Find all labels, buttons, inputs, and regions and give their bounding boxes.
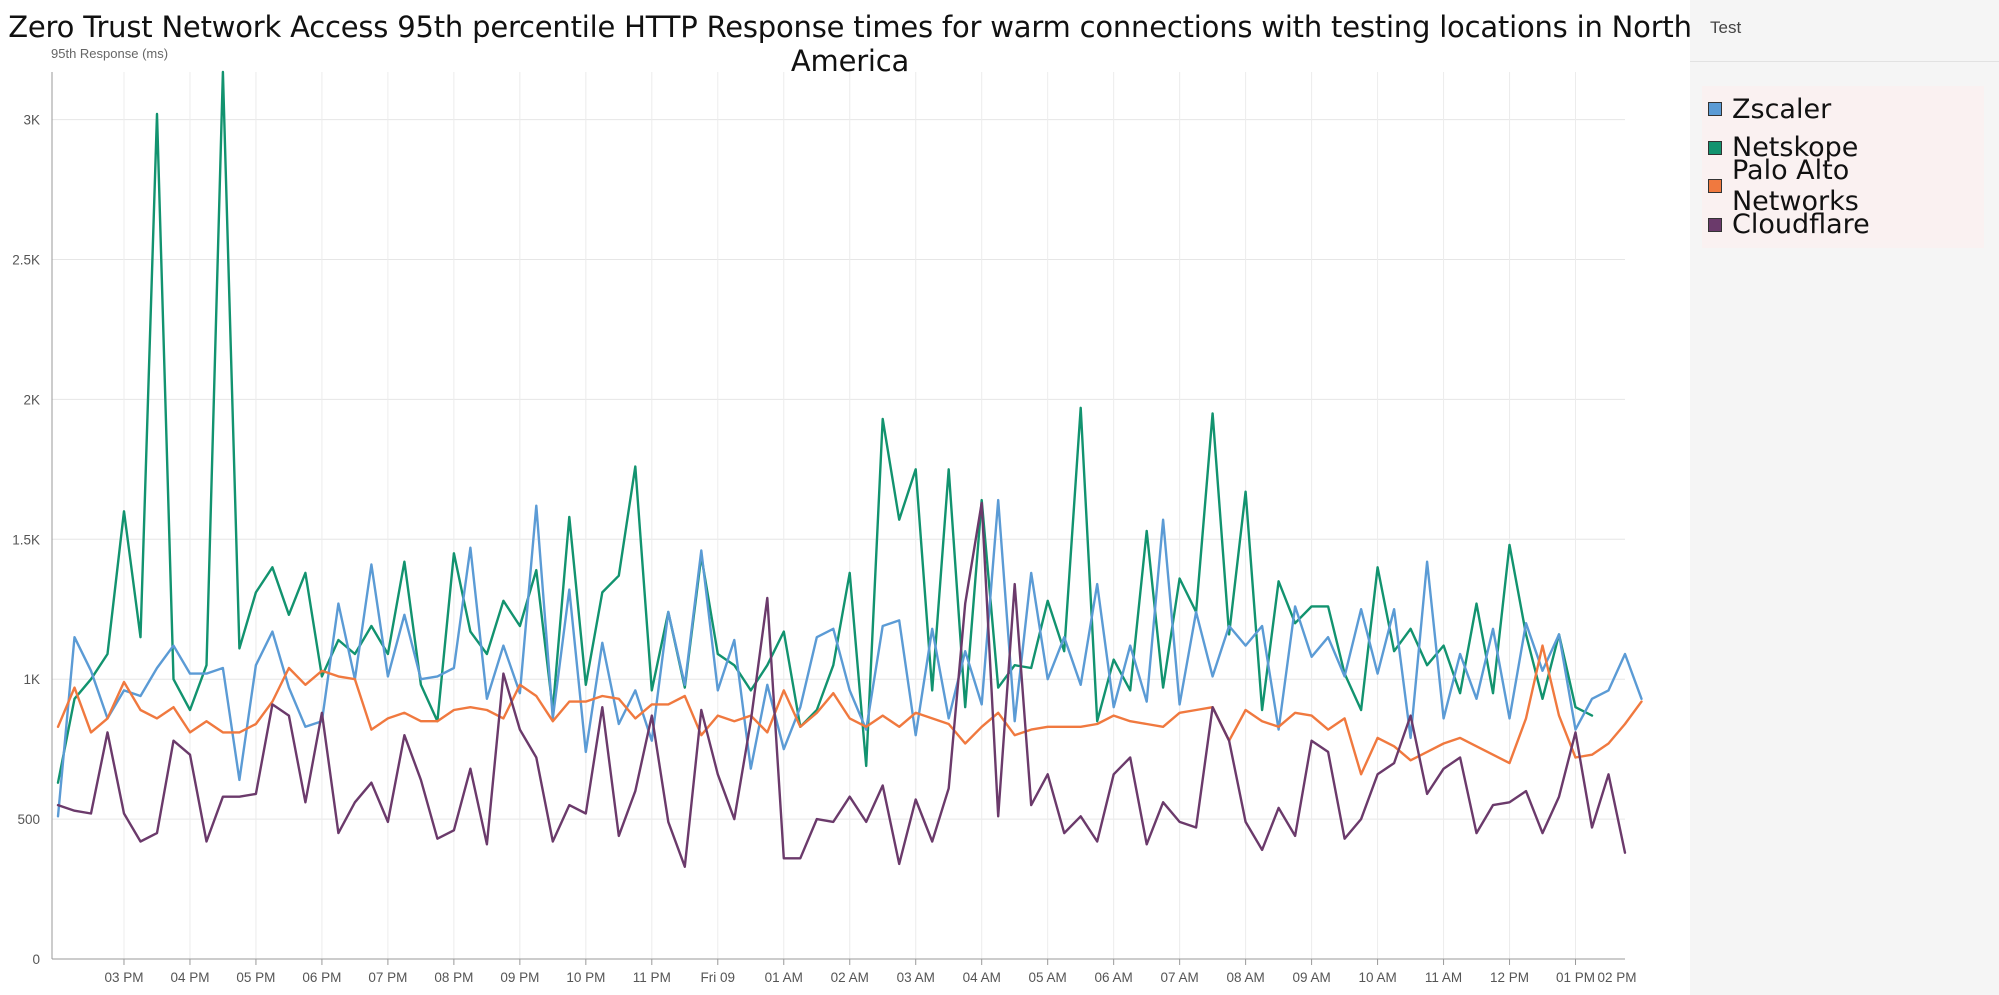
legend-label-palo-alto: Palo Alto Networks	[1731, 155, 1859, 218]
series-lines	[56, 70, 1643, 868]
x-tick-label: 09 PM	[500, 970, 539, 985]
legend-item-netskope[interactable]: Netskope	[1702, 129, 1984, 168]
legend-item-cloudflare[interactable]: Cloudflare	[1702, 206, 1984, 245]
x-tick-label: 06 AM	[1095, 970, 1133, 985]
x-tick-label: 07 PM	[368, 970, 407, 985]
y-tick-label: 1.5K	[12, 532, 40, 547]
x-tick-label: 01 AM	[765, 970, 803, 985]
x-tick-label: 12 PM	[1490, 970, 1529, 985]
y-axis-label: 95th Response (ms)	[51, 46, 169, 61]
legend-item-zscaler[interactable]: Zscaler	[1702, 90, 1984, 129]
y-tick-label: 500	[17, 812, 40, 827]
x-tick-label: 11 AM	[1425, 970, 1462, 985]
legend-swatch-palo-alto	[1708, 179, 1722, 194]
y-tick-label: 3K	[23, 113, 40, 128]
chart-area: Zero Trust Network Access 95th percentil…	[8, 10, 1692, 985]
legend-label-zscaler: Zscaler	[1732, 93, 1832, 125]
x-tick-label: 10 PM	[566, 970, 605, 985]
axes: 0 500 1K 1.5K 2K 2.5K 3K 03 PM 04 PM 05 PM 06 PM 07…	[12, 72, 1637, 985]
x-tick-label: 02 PM	[1597, 970, 1636, 985]
x-tick-label: 10 AM	[1358, 970, 1396, 985]
y-tick-label: 2.5K	[12, 252, 40, 267]
x-tick-label: 03 PM	[104, 970, 143, 985]
x-tick-label: 08 PM	[434, 970, 473, 985]
series-line-netskope	[56, 70, 1594, 784]
line-chart: 0 500 1K 1.5K 2K 2.5K 3K 03 PM 04 PM 05 PM 06 PM 07…	[12, 70, 1643, 985]
side-panel: Test Zscaler Netskope Palo Alto Networks…	[1690, 0, 1999, 995]
x-tick-label: 05 PM	[236, 970, 275, 985]
chart-title: Zero Trust Network Access 95th percentil…	[8, 10, 1692, 78]
y-tick-label: 0	[32, 952, 40, 967]
y-tick-label: 1K	[23, 672, 40, 687]
x-tick-label: 08 AM	[1226, 970, 1264, 985]
y-tick-label: 2K	[23, 392, 40, 407]
legend-swatch-netskope	[1708, 140, 1722, 155]
x-tick-label: 07 AM	[1161, 970, 1199, 985]
x-tick-label: 02 AM	[831, 970, 869, 985]
x-tick-label: 03 AM	[897, 970, 935, 985]
series-line-cloudflare	[56, 501, 1627, 868]
x-tick-label: 04 PM	[170, 970, 209, 985]
series-line-palo-alto-networks	[56, 644, 1643, 776]
legend-label-netskope: Netskope	[1732, 132, 1859, 164]
legend: Zscaler Netskope Palo Alto Networks Clou…	[1702, 86, 1984, 248]
x-tick-label: 05 AM	[1029, 970, 1067, 985]
panel-title: Test	[1690, 0, 1999, 62]
legend-item-palo-alto[interactable]: Palo Alto Networks	[1702, 155, 1984, 217]
x-tick-label: 11 PM	[633, 970, 671, 985]
x-tick-label: Fri 09	[701, 970, 736, 985]
x-tick-label: 04 AM	[963, 970, 1001, 985]
grid-lines	[52, 72, 1625, 960]
x-tick-label: 01 PM	[1556, 970, 1595, 985]
x-tick-label: 09 AM	[1292, 970, 1330, 985]
legend-label-cloudflare: Cloudflare	[1732, 209, 1870, 241]
x-tick-label: 06 PM	[302, 970, 341, 985]
legend-swatch-zscaler	[1708, 102, 1722, 117]
legend-swatch-cloudflare	[1708, 217, 1722, 232]
